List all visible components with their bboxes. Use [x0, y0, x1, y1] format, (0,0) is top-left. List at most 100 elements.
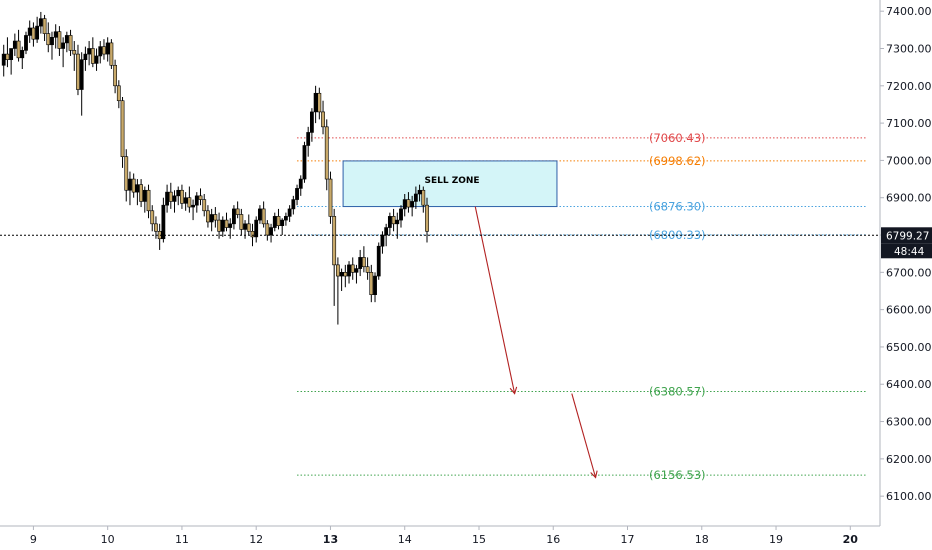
candle-body: [180, 189, 184, 204]
candle-body: [261, 208, 266, 225]
candle-body: [369, 272, 374, 296]
x-tick-label: 16: [546, 533, 560, 546]
candle-body: [269, 227, 273, 236]
candle-body: [343, 272, 348, 277]
candle-body: [35, 25, 40, 40]
level-label: (7060.43): [649, 131, 706, 145]
candle-body: [280, 219, 285, 226]
price-tag-label: 6799.27: [886, 230, 929, 242]
x-tick-label: 9: [30, 533, 37, 546]
candle-body: [347, 264, 351, 277]
candle-body: [12, 40, 17, 49]
candle-body: [220, 219, 225, 232]
candle-body: [425, 204, 429, 232]
candle-body: [120, 100, 125, 157]
x-tick-label: 14: [398, 533, 412, 546]
candle-body: [317, 92, 322, 113]
candle-body: [124, 156, 129, 191]
candle-body: [183, 197, 188, 204]
candle-body: [339, 272, 344, 277]
candle-body: [38, 18, 43, 27]
arrow-head: [590, 470, 598, 479]
y-tick-label: 7200.00: [886, 80, 932, 93]
candle-body: [142, 189, 147, 202]
sell-zone-box: [342, 160, 558, 208]
candle-body: [332, 216, 337, 266]
candle-body: [42, 18, 47, 34]
candle-body: [384, 227, 389, 236]
level-label: (6998.62): [649, 154, 706, 168]
candle-body: [287, 208, 292, 217]
candle-body: [417, 189, 422, 195]
candle-body: [24, 35, 28, 51]
candle-body: [105, 42, 110, 55]
candle-body: [27, 27, 32, 36]
candle-body: [376, 245, 381, 277]
candle-body: [265, 223, 270, 236]
candle-body: [172, 195, 177, 202]
arrow-shaft: [474, 206, 516, 394]
candle-body: [213, 214, 218, 221]
countdown-box: [881, 243, 932, 259]
candle-body: [176, 189, 181, 197]
candle-body: [206, 210, 210, 223]
candle-body: [291, 199, 296, 210]
candle-body: [5, 53, 10, 60]
y-tick-label: 6500.00: [886, 341, 932, 354]
x-tick-label: 12: [249, 533, 263, 546]
candle-body: [116, 85, 121, 102]
candle-body: [298, 178, 303, 189]
level-label: (6380.57): [649, 384, 706, 398]
x-tick-label: 17: [621, 533, 635, 546]
candle-body: [306, 132, 311, 146]
y-tick-label: 6600.00: [886, 304, 932, 317]
candle-body: [413, 193, 418, 202]
candle-body: [380, 234, 385, 247]
level-label: (6156.53): [649, 468, 706, 482]
candle-body: [1, 53, 6, 66]
candle-body: [276, 216, 281, 226]
candle-body: [131, 178, 136, 193]
candle-body: [235, 208, 240, 215]
candle-body: [128, 178, 132, 191]
candle-body: [109, 42, 114, 66]
candle-body: [90, 48, 95, 64]
candle-body: [139, 184, 143, 202]
candle-body: [68, 35, 73, 51]
candle-body: [20, 50, 25, 59]
y-tick-label: 7400.00: [886, 5, 932, 18]
candle-body: [224, 219, 229, 228]
candle-body: [250, 230, 255, 238]
candle-body: [150, 210, 155, 225]
candle-body: [399, 208, 403, 221]
candle-body: [313, 92, 318, 113]
candle-body: [421, 189, 426, 206]
candle-body: [165, 191, 169, 206]
candle-body: [217, 219, 221, 232]
candle-body: [395, 219, 400, 225]
candle-body: [191, 204, 195, 208]
candle-body: [406, 199, 411, 208]
sell-zone-label: SELL ZONE: [424, 176, 479, 186]
candle-body: [16, 40, 21, 59]
y-tick-label: 6400.00: [886, 378, 932, 391]
candle-body: [64, 35, 69, 44]
y-tick-label: 6900.00: [886, 192, 932, 205]
candle-body: [321, 111, 325, 128]
candle-body: [387, 216, 392, 228]
candle-body: [373, 275, 377, 296]
forecast-arrows: [474, 206, 598, 479]
candle-body: [246, 223, 251, 232]
candle-body: [324, 126, 329, 180]
candle-body: [295, 188, 299, 200]
candle-body: [154, 223, 158, 232]
candle-body: [168, 191, 173, 202]
price-tag-box: [881, 227, 932, 244]
candle-body: [358, 257, 363, 269]
arrow-shaft: [571, 393, 597, 478]
candle-body: [284, 216, 288, 221]
level-lines: (7060.43)(6998.62)(6876.30)(6800.33)(638…: [297, 131, 867, 482]
